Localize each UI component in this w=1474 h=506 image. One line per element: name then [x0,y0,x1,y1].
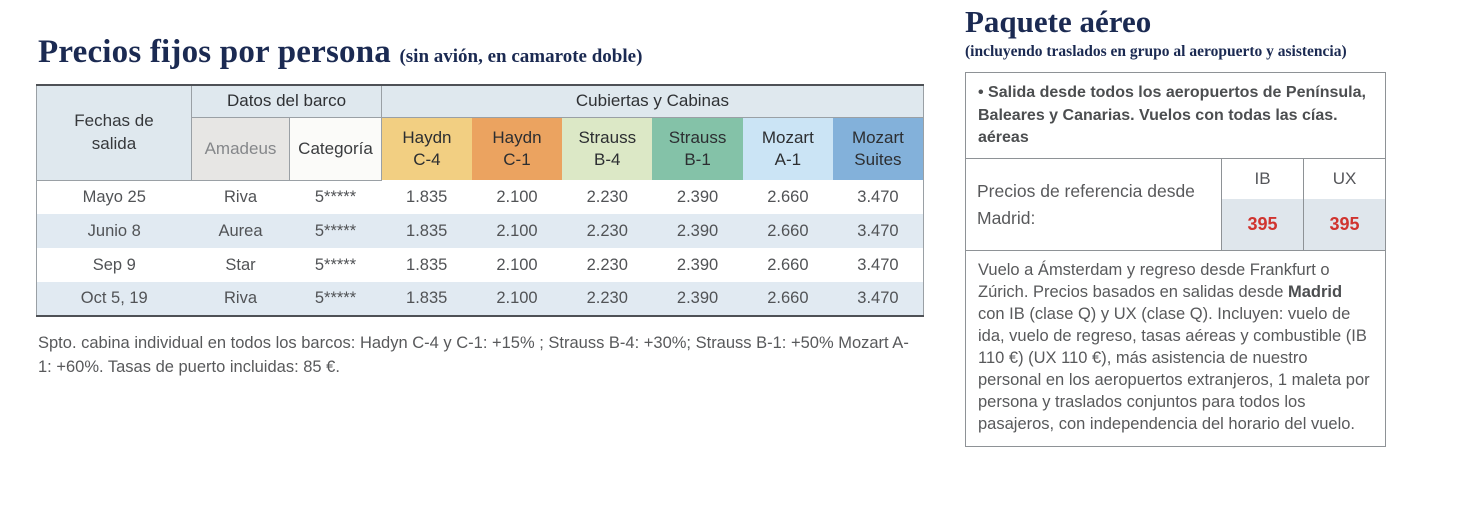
cell-price: 2.390 [652,282,743,316]
cell-categoria: 5***** [314,187,357,206]
cell-price: 2.100 [496,255,538,274]
cabin-ship: Strauss [668,127,727,147]
cell-price: 2.390 [676,255,719,274]
cell-price: 2.390 [652,214,743,248]
cabin-deck: C-4 [413,149,441,169]
cell-price: 1.835 [381,282,472,316]
cell-price: 1.835 [406,255,448,274]
header-row-subcolumns: Amadeus Categoría Haydn C-4 Haydn C-1 St… [37,116,924,181]
cell-price: 1.835 [406,187,448,206]
header-row-groups: Fechas de salida Datos del barco Cubiert… [36,84,924,181]
cell-categoria: 5***** [314,255,357,274]
cabin-deck: B-4 [594,149,621,169]
cell-price: 2.230 [562,282,653,316]
header-cabin-strauss-b4: Strauss B-4 [562,116,653,180]
cell-fecha: Sep 9 [92,255,136,274]
cell-price: 2.230 [586,255,628,274]
table-row: Mayo 25 Riva 5***** 1.835 2.100 2.230 2.… [37,180,924,214]
reference-prices-row: Precios de referencia desde Madrid: IB 3… [966,159,1385,252]
cabin-ship: Strauss [578,127,637,147]
reference-prices-label: Precios de referencia desde Madrid: [977,181,1195,228]
airline-column-ux: UX 395 [1303,159,1385,251]
flight-details-bold-city: Madrid [1288,283,1343,302]
cell-price: 3.470 [857,187,899,206]
cell-price: 2.230 [562,214,653,248]
departure-airports-note: • Salida desde todos los aeropuertos de … [966,73,1385,160]
air-package-box: • Salida desde todos los aeropuertos de … [965,72,1386,447]
cell-price: 1.835 [381,214,472,248]
cell-price: 2.230 [586,187,628,206]
header-cabin-strauss-b1: Strauss B-1 [652,116,743,180]
cell-amadeus: Riva [223,187,257,206]
flight-details-text: Vuelo a Ámsterdam y regreso desde Frankf… [978,261,1330,302]
header-datos-barco: Datos del barco [190,84,383,118]
cell-fecha: Oct 5, 19 [36,282,192,316]
cabin-ship: Mozart [761,127,814,147]
header-cabin-haydn-c4: Haydn C-4 [381,116,472,180]
cell-price: 2.660 [742,282,833,316]
cell-price: 3.470 [833,282,924,316]
header-fechas-salida: Fechas de salida [36,84,192,181]
air-package-title: Paquete aéreo [965,4,1152,39]
flight-details-text: con IB (clase Q) y UX (clase Q). Incluye… [978,305,1370,433]
airline-column-ib: IB 395 [1221,159,1303,251]
table-row: Sep 9 Star 5***** 1.835 2.100 2.230 2.39… [37,248,924,282]
cabin-ship: Haydn [402,127,452,147]
cell-fecha: Mayo 25 [82,187,146,206]
cell-amadeus: Star [225,255,256,274]
cell-price: 2.100 [471,282,563,316]
airline-price: 395 [1304,199,1385,251]
header-cubiertas-cabinas: Cubiertas y Cabinas [381,84,924,118]
fixed-prices-section: Precios fijos por persona (sin avión, en… [36,34,924,380]
air-package-subtitle: (incluyendo traslados en grupo al aeropu… [965,43,1347,60]
airline-price: 395 [1222,199,1303,251]
cell-categoria: 5***** [289,214,382,248]
cell-price: 3.470 [833,214,924,248]
cabin-deck: A-1 [774,149,802,169]
cell-price: 3.470 [857,255,899,274]
airline-code: UX [1332,169,1357,189]
cabin-ship: Haydn [492,127,542,147]
cabin-ship: Mozart [851,127,904,147]
cell-price: 2.660 [742,214,833,248]
cell-price: 2.660 [767,187,809,206]
airline-code: IB [1254,169,1271,189]
cell-price: 2.390 [676,187,719,206]
cabin-deck: Suites [854,149,902,169]
page-title-text: Precios fijos por persona [38,34,391,70]
cell-price: 2.660 [767,255,809,274]
page-title: Precios fijos por persona (sin avión, en… [38,34,923,71]
header-cabin-mozart-suites: Mozart Suites [833,116,924,180]
cell-categoria: 5***** [289,282,382,316]
cabin-deck: B-1 [684,149,711,169]
cell-amadeus: Aurea [191,214,290,248]
cell-price: 2.100 [496,187,538,206]
cell-fecha: Junio 8 [36,214,192,248]
header-cabin-mozart-a1: Mozart A-1 [742,116,833,180]
prices-table: Fechas de salida Datos del barco Cubiert… [36,84,924,317]
single-cabin-supplement-note: Spto. cabina individual en todos los bar… [38,334,909,376]
cabin-deck: C-1 [503,149,531,169]
cell-price: 2.100 [471,214,563,248]
page-title-note: (sin avión, en camarote doble) [399,46,643,67]
table-row: Oct 5, 19 Riva 5***** 1.835 2.100 2.230 … [36,282,924,316]
flight-details-paragraph: Vuelo a Ámsterdam y regreso desde Frankf… [966,251,1385,446]
air-package-section: Paquete aéreo (incluyendo traslados en g… [965,4,1386,447]
header-amadeus: Amadeus [191,116,290,181]
header-cabin-haydn-c1: Haydn C-1 [471,116,563,180]
table-row: Junio 8 Aurea 5***** 1.835 2.100 2.230 2… [36,214,924,248]
cell-amadeus: Riva [191,282,290,316]
header-categoria: Categoría [288,116,383,181]
